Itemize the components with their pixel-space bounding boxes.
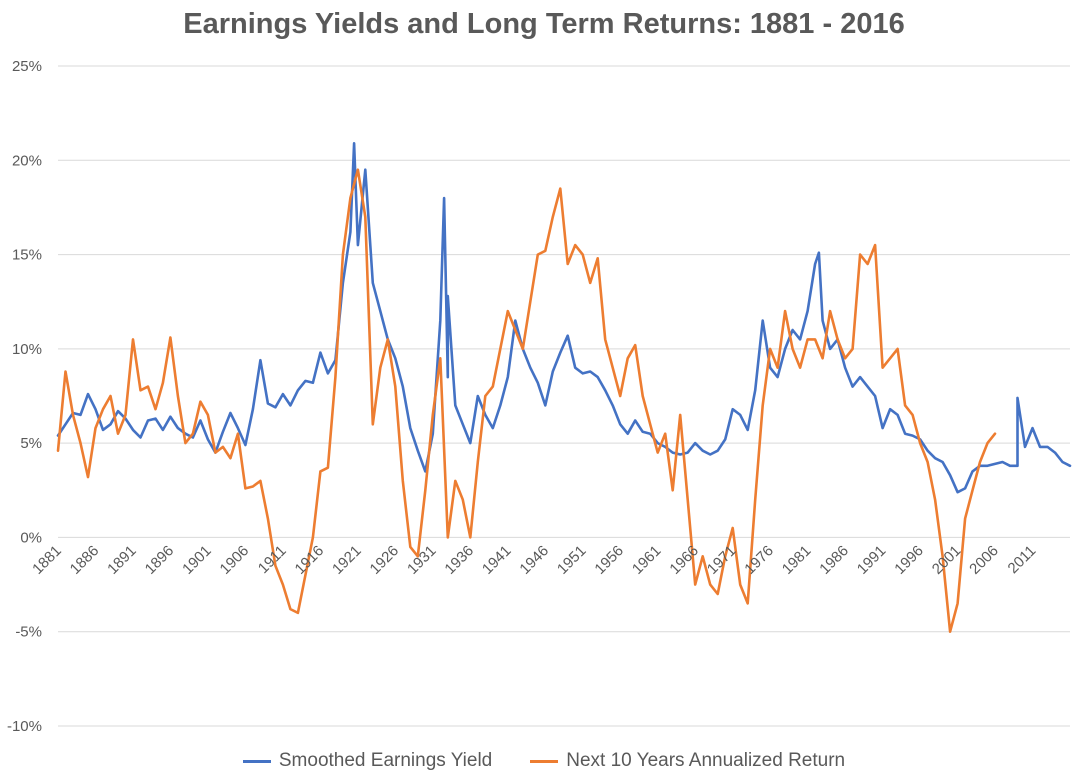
y-tick-label: 15% xyxy=(12,247,42,264)
x-tick-label: 1921 xyxy=(329,542,365,578)
x-tick-label: 1886 xyxy=(67,542,103,578)
x-tick-label: 1911 xyxy=(255,542,290,577)
legend-item-earnings-yield: Smoothed Earnings Yield xyxy=(242,750,493,772)
x-tick-label: 1906 xyxy=(217,542,253,578)
y-tick-label: -10% xyxy=(7,718,42,735)
x-tick-label: 2011 xyxy=(1005,542,1040,577)
y-axis-ticks: -10% -5% 0% 5% 10% 15% 20% 25% xyxy=(7,58,42,735)
y-tick-label: 5% xyxy=(20,435,42,452)
y-tick-label: -5% xyxy=(15,624,42,641)
x-tick-label: 1986 xyxy=(816,542,852,578)
legend-item-next-10-years-return: Next 10 Years Annualized Return xyxy=(530,750,845,772)
x-tick-label: 1896 xyxy=(142,542,178,578)
gridlines xyxy=(58,65,1070,727)
chart-title: Earnings Yields and Long Term Returns: 1… xyxy=(183,8,905,40)
x-tick-label: 2006 xyxy=(966,542,1002,578)
x-tick-label: 1926 xyxy=(367,542,403,578)
legend-swatch-earnings-yield xyxy=(242,759,271,763)
y-tick-label: 20% xyxy=(12,152,42,169)
x-tick-label: 1981 xyxy=(779,542,815,578)
series-line-earnings-yield xyxy=(56,142,1072,494)
x-tick-label: 1881 xyxy=(29,542,65,578)
x-tick-label: 1946 xyxy=(516,542,552,578)
y-tick-label: 0% xyxy=(20,529,42,546)
x-tick-label: 1941 xyxy=(479,542,515,578)
x-tick-label: 1991 xyxy=(854,542,890,578)
x-axis-ticks: 1881 1886 1891 1896 1901 1906 1911 1916 1921 1926… xyxy=(29,542,1039,578)
x-tick-label: 1996 xyxy=(891,542,927,578)
y-tick-label: 25% xyxy=(12,58,42,75)
y-tick-label: 10% xyxy=(12,341,42,358)
legend-swatch-next-10-years-return xyxy=(530,759,559,763)
x-tick-label: 1891 xyxy=(104,542,140,578)
series-lines xyxy=(56,142,1072,633)
x-tick-label: 1916 xyxy=(292,542,328,578)
x-tick-label: 1901 xyxy=(179,542,215,578)
series-line-next-10-years-return xyxy=(56,168,997,633)
x-tick-label: 1961 xyxy=(629,542,665,578)
x-tick-label: 1936 xyxy=(442,542,478,578)
legend-label-earnings-yield: Smoothed Earnings Yield xyxy=(278,750,493,771)
x-tick-label: 1951 xyxy=(554,542,590,578)
legend: Smoothed Earnings Yield Next 10 Years An… xyxy=(0,750,1088,772)
x-tick-label: 1976 xyxy=(741,542,777,578)
x-tick-label: 1956 xyxy=(591,542,627,578)
x-tick-label: 1966 xyxy=(666,542,702,578)
legend-label-next-10-years-return: Next 10 Years Annualized Return xyxy=(566,750,846,771)
